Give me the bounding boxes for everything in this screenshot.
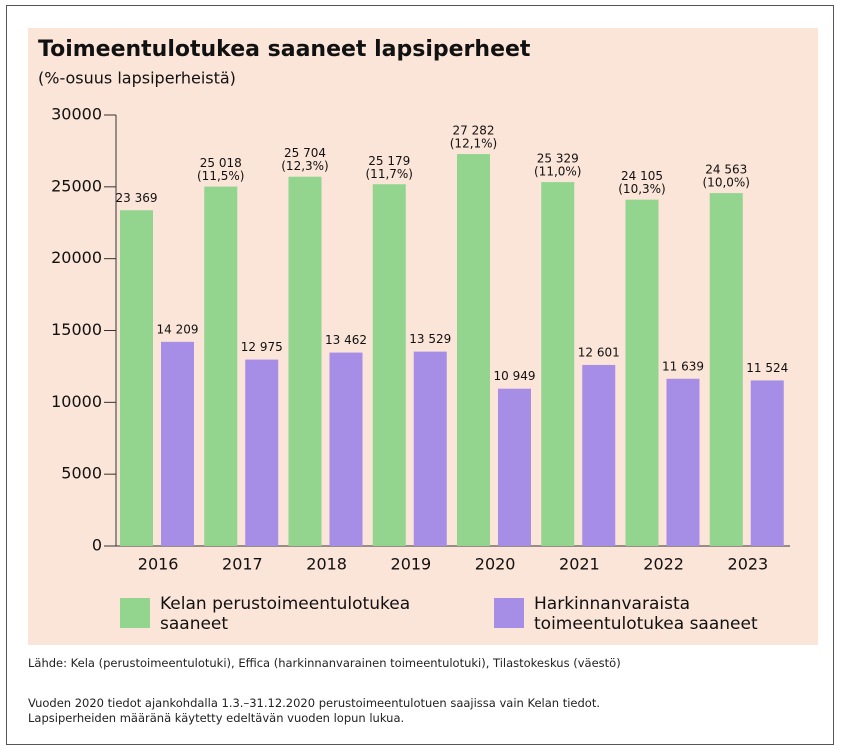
- frame: [6, 5, 834, 745]
- bar: [372, 184, 406, 546]
- bar: [204, 186, 238, 546]
- x-tick-label: 2020: [475, 555, 516, 574]
- share-label: (10,0%): [703, 176, 750, 190]
- data-label: 23 369: [116, 191, 158, 205]
- data-label: 24 563: [705, 163, 747, 177]
- bar: [541, 182, 575, 547]
- bar: [457, 154, 490, 547]
- data-label: 10 949: [494, 369, 536, 383]
- x-tick-label: 2023: [728, 555, 769, 574]
- bar: [709, 193, 743, 546]
- share-label: (10,3%): [618, 182, 665, 196]
- share-label: (11,0%): [534, 165, 581, 179]
- legend-swatch: [494, 598, 524, 628]
- x-tick-label: 2016: [138, 555, 179, 574]
- y-tick-label: 25000: [51, 176, 102, 195]
- x-tick-label: 2022: [643, 555, 684, 574]
- data-label: 25 329: [537, 152, 579, 166]
- legend-label: Kelan perustoimeentulotukea saaneet: [160, 594, 411, 634]
- legend-label: Harkinnanvaraista toimeentulotukea saane…: [534, 594, 758, 634]
- bar: [329, 352, 363, 546]
- y-tick-label: 10000: [51, 392, 102, 411]
- bar: [625, 199, 659, 546]
- data-label: 11 524: [746, 361, 788, 375]
- chart-subtitle: (%-osuus lapsiperheistä): [38, 69, 236, 88]
- data-label: 13 462: [325, 333, 367, 347]
- y-tick-label: 20000: [51, 248, 102, 267]
- bar: [666, 378, 700, 546]
- data-label: 13 529: [409, 332, 451, 346]
- legend-swatch: [120, 598, 150, 628]
- bar: [750, 380, 784, 546]
- y-tick-label: 15000: [51, 320, 102, 339]
- y-tick-label: 0: [92, 536, 102, 555]
- x-tick-label: 2019: [391, 555, 432, 574]
- bar: [161, 341, 194, 546]
- bar: [413, 351, 447, 546]
- data-label: 24 105: [621, 169, 663, 183]
- chart-title: Toimeentulotukea saaneet lapsiperheet: [38, 37, 531, 62]
- y-tick-label: 30000: [51, 105, 102, 124]
- data-label: 11 639: [662, 359, 704, 373]
- x-tick-label: 2021: [559, 555, 600, 574]
- bar: [498, 388, 531, 546]
- data-label: 12 601: [578, 345, 620, 359]
- x-tick-label: 2017: [222, 555, 263, 574]
- bar: [582, 364, 616, 546]
- data-label: 12 975: [241, 340, 283, 354]
- data-label: 27 282: [453, 124, 495, 138]
- data-label: 14 209: [157, 322, 199, 336]
- bar: [288, 176, 322, 547]
- data-label: 25 018: [200, 156, 242, 170]
- data-label: 25 704: [284, 146, 326, 160]
- share-label: (11,5%): [197, 169, 244, 183]
- note: Lapsiperheiden määränä käytetty edeltävä…: [28, 711, 405, 725]
- source: Lähde: Kela (perustoimeentulotuki), Effi…: [28, 656, 621, 670]
- note: Vuoden 2020 tiedot ajankohdalla 1.3.–31.…: [28, 696, 600, 710]
- y-tick-label: 5000: [61, 464, 102, 483]
- share-label: (12,1%): [450, 137, 497, 151]
- share-label: (12,3%): [281, 159, 328, 173]
- share-label: (11,7%): [366, 167, 413, 181]
- x-tick-label: 2018: [306, 555, 347, 574]
- bar: [245, 359, 279, 546]
- data-label: 25 179: [368, 154, 410, 168]
- bar: [120, 210, 153, 546]
